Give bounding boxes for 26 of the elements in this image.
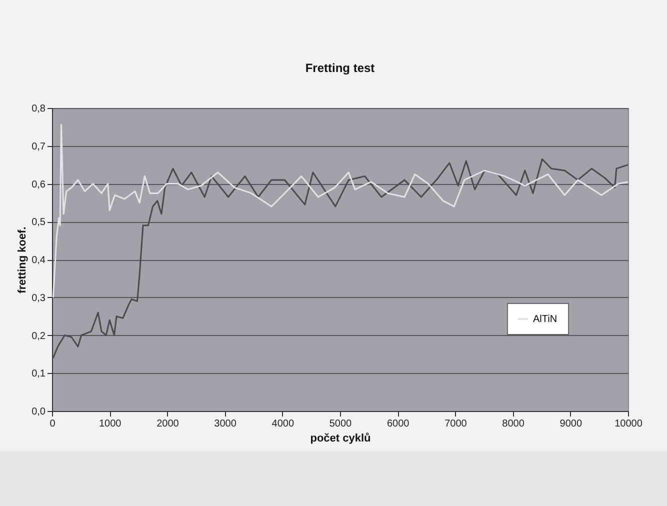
y-tick-label: 0,1 (32, 368, 46, 380)
x-tick-label: 9000 (560, 418, 582, 430)
y-tick-label: 0,8 (32, 104, 46, 114)
y-axis-title: fretting koef. (16, 226, 29, 294)
y-tick-label: 0,5 (32, 217, 46, 228)
x-tick-label: 8000 (502, 418, 525, 430)
y-tick-label: 0,2 (32, 330, 46, 342)
legend-label: AlTiN (533, 314, 558, 325)
x-tick-label: 6000 (386, 418, 410, 430)
line-series (52, 124, 629, 298)
line-series (52, 158, 629, 359)
y-tick-label: 0,7 (32, 141, 46, 152)
y-tick-label: 0,4 (32, 255, 46, 266)
x-tick-label: 3000 (214, 418, 237, 430)
x-tick-label: 4000 (272, 418, 294, 430)
x-axis-title: počet cyklů (310, 432, 371, 444)
x-tick-label: 1000 (98, 418, 122, 430)
x-tick-label: 0 (50, 418, 56, 430)
x-tick-label: 5000 (329, 418, 352, 430)
x-tick-label: 2000 (156, 418, 180, 430)
chart-title: Fretting test (305, 61, 375, 75)
y-tick-label: 0,6 (32, 179, 46, 190)
x-tick-label: 7000 (444, 418, 468, 430)
y-tick-label: 0,3 (32, 292, 46, 304)
x-tick-label: 10000 (614, 418, 643, 430)
y-tick-label: 0,0 (32, 406, 46, 418)
